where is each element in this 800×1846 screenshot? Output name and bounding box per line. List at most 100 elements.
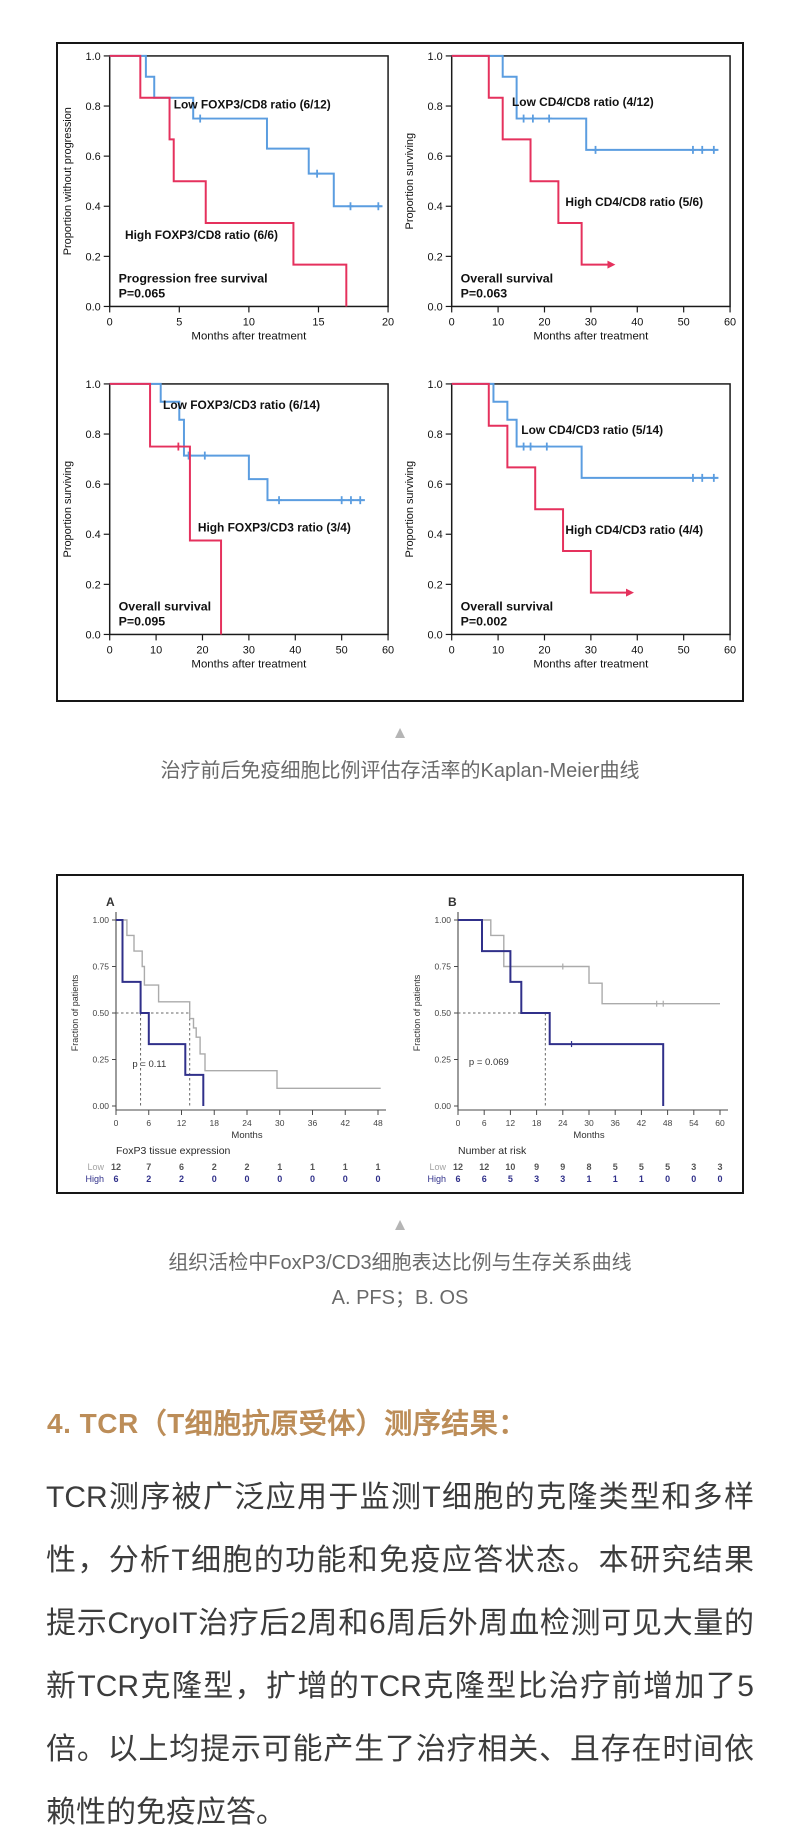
svg-text:6: 6 bbox=[179, 1162, 184, 1172]
svg-text:60: 60 bbox=[724, 316, 736, 328]
svg-text:0.2: 0.2 bbox=[428, 579, 443, 591]
svg-text:20: 20 bbox=[196, 644, 208, 656]
svg-text:Proportion without progression: Proportion without progression bbox=[62, 107, 74, 255]
figure1-kaplan-meier: 1.0 0.8 0.6 0.4 0.2 0.0 0 5 10 15 20 Months after t… bbox=[56, 42, 744, 703]
svg-text:0.2: 0.2 bbox=[428, 251, 443, 263]
svg-text:0.2: 0.2 bbox=[86, 579, 101, 591]
svg-text:0: 0 bbox=[717, 1174, 722, 1184]
svg-text:60: 60 bbox=[715, 1118, 725, 1128]
svg-text:7: 7 bbox=[146, 1162, 151, 1172]
svg-text:Low: Low bbox=[87, 1162, 104, 1172]
figure2-plot-grid: A 1.00 0.75 0.50 0.25 0.00 0 6 12 18 24 30 36 42 48 Mon… bbox=[58, 880, 742, 1192]
svg-text:0: 0 bbox=[310, 1174, 315, 1184]
svg-text:30: 30 bbox=[585, 644, 597, 656]
svg-text:12: 12 bbox=[506, 1118, 516, 1128]
svg-text:0.8: 0.8 bbox=[428, 429, 443, 441]
svg-text:Low CD4/CD3 ratio (5/14): Low CD4/CD3 ratio (5/14) bbox=[521, 423, 663, 437]
svg-text:Progression free survival: Progression free survival bbox=[119, 272, 268, 286]
svg-text:Months: Months bbox=[231, 1130, 262, 1141]
svg-text:1.00: 1.00 bbox=[434, 915, 451, 925]
svg-text:30: 30 bbox=[275, 1118, 285, 1128]
figure1-caption: 治疗前后免疫细胞比例评估存活率的Kaplan-Meier曲线 bbox=[160, 760, 640, 783]
svg-text:50: 50 bbox=[336, 644, 348, 656]
svg-text:0: 0 bbox=[212, 1174, 217, 1184]
svg-text:0: 0 bbox=[343, 1174, 348, 1184]
svg-text:48: 48 bbox=[663, 1118, 673, 1128]
svg-text:1.0: 1.0 bbox=[428, 51, 443, 63]
svg-text:10: 10 bbox=[505, 1162, 515, 1172]
svg-text:High: High bbox=[85, 1174, 104, 1184]
svg-text:50: 50 bbox=[678, 316, 690, 328]
svg-text:24: 24 bbox=[242, 1118, 252, 1128]
svg-text:2: 2 bbox=[146, 1174, 151, 1184]
km-plot-b-os-foxp3-tissue: B 1.00 0.75 0.50 0.25 0.00 0 6 12 18 24 30 36 42 48 54 6… bbox=[400, 880, 742, 1192]
svg-text:0.75: 0.75 bbox=[92, 962, 109, 972]
svg-text:0: 0 bbox=[244, 1174, 249, 1184]
svg-text:1: 1 bbox=[586, 1174, 591, 1184]
svg-text:6: 6 bbox=[482, 1118, 487, 1128]
svg-text:Overall survival: Overall survival bbox=[461, 272, 553, 286]
svg-text:20: 20 bbox=[382, 316, 394, 328]
svg-text:5: 5 bbox=[613, 1162, 618, 1172]
svg-text:1.00: 1.00 bbox=[92, 915, 109, 925]
svg-text:12: 12 bbox=[453, 1162, 463, 1172]
svg-text:10: 10 bbox=[492, 644, 504, 656]
svg-text:P=0.065: P=0.065 bbox=[119, 287, 166, 301]
figure2-caption-line2: A. PFS；B. OS bbox=[331, 1287, 469, 1310]
svg-text:30: 30 bbox=[584, 1118, 594, 1128]
km-plot-a-pfs-foxp3-tissue: A 1.00 0.75 0.50 0.25 0.00 0 6 12 18 24 30 36 42 48 Mon… bbox=[58, 880, 400, 1192]
svg-text:3: 3 bbox=[691, 1162, 696, 1172]
svg-text:0: 0 bbox=[691, 1174, 696, 1184]
svg-text:42: 42 bbox=[341, 1118, 351, 1128]
section-body-text: TCR测序被广泛应用于监测T细胞的克隆类型和多样性，分析T细胞的功能和免疫应答状… bbox=[46, 1481, 754, 1830]
svg-text:A: A bbox=[106, 895, 115, 909]
svg-text:1: 1 bbox=[375, 1162, 380, 1172]
svg-text:Months: Months bbox=[573, 1130, 604, 1141]
svg-text:1: 1 bbox=[277, 1162, 282, 1172]
svg-text:1.0: 1.0 bbox=[86, 51, 101, 63]
svg-text:P=0.002: P=0.002 bbox=[461, 615, 508, 629]
svg-text:Low CD4/CD8 ratio (4/12): Low CD4/CD8 ratio (4/12) bbox=[512, 95, 654, 109]
svg-text:Overall survival: Overall survival bbox=[461, 600, 553, 614]
svg-text:0.00: 0.00 bbox=[434, 1101, 451, 1111]
svg-text:0.4: 0.4 bbox=[428, 529, 443, 541]
svg-text:5: 5 bbox=[508, 1174, 513, 1184]
figure1-plot-grid: 1.0 0.8 0.6 0.4 0.2 0.0 0 5 10 15 20 Months after t… bbox=[58, 44, 742, 700]
svg-text:0: 0 bbox=[107, 316, 113, 328]
svg-text:6: 6 bbox=[113, 1174, 118, 1184]
svg-text:9: 9 bbox=[534, 1162, 539, 1172]
triangle-up-icon: ▲ bbox=[391, 1215, 409, 1235]
svg-text:0: 0 bbox=[449, 644, 455, 656]
svg-text:1.0: 1.0 bbox=[428, 379, 443, 391]
svg-text:Low FOXP3/CD3 ratio (6/14): Low FOXP3/CD3 ratio (6/14) bbox=[163, 398, 320, 412]
svg-text:Fraction of patients: Fraction of patients bbox=[412, 974, 422, 1051]
svg-text:Months after treatment: Months after treatment bbox=[191, 330, 307, 342]
svg-text:Months after treatment: Months after treatment bbox=[191, 658, 307, 670]
svg-text:1.0: 1.0 bbox=[86, 379, 101, 391]
km-plot-os-cd4-cd8: 1.0 0.8 0.6 0.4 0.2 0.0 0 10 20 30 40 50 60 Months af… bbox=[400, 44, 742, 372]
svg-text:40: 40 bbox=[289, 644, 301, 656]
svg-text:1: 1 bbox=[639, 1174, 644, 1184]
svg-text:0: 0 bbox=[277, 1174, 282, 1184]
svg-text:3: 3 bbox=[534, 1174, 539, 1184]
svg-text:20: 20 bbox=[538, 644, 550, 656]
svg-text:Number at risk: Number at risk bbox=[458, 1145, 527, 1157]
svg-text:0: 0 bbox=[375, 1174, 380, 1184]
svg-text:0.4: 0.4 bbox=[86, 201, 101, 213]
svg-text:Fraction of patients: Fraction of patients bbox=[70, 974, 80, 1051]
svg-text:0: 0 bbox=[665, 1174, 670, 1184]
svg-text:0.6: 0.6 bbox=[428, 479, 443, 491]
svg-text:0.50: 0.50 bbox=[92, 1008, 109, 1018]
svg-text:0: 0 bbox=[449, 316, 455, 328]
svg-text:1: 1 bbox=[343, 1162, 348, 1172]
svg-text:2: 2 bbox=[244, 1162, 249, 1172]
section-heading-tcr: 4. TCR（T细胞抗原受体）测序结果： bbox=[47, 1408, 527, 1440]
svg-text:12: 12 bbox=[479, 1162, 489, 1172]
svg-text:6: 6 bbox=[455, 1174, 460, 1184]
svg-text:30: 30 bbox=[585, 316, 597, 328]
svg-text:18: 18 bbox=[532, 1118, 542, 1128]
svg-text:Months after treatment: Months after treatment bbox=[533, 330, 649, 342]
svg-text:3: 3 bbox=[717, 1162, 722, 1172]
svg-text:0.75: 0.75 bbox=[434, 962, 451, 972]
svg-text:0.00: 0.00 bbox=[92, 1101, 109, 1111]
